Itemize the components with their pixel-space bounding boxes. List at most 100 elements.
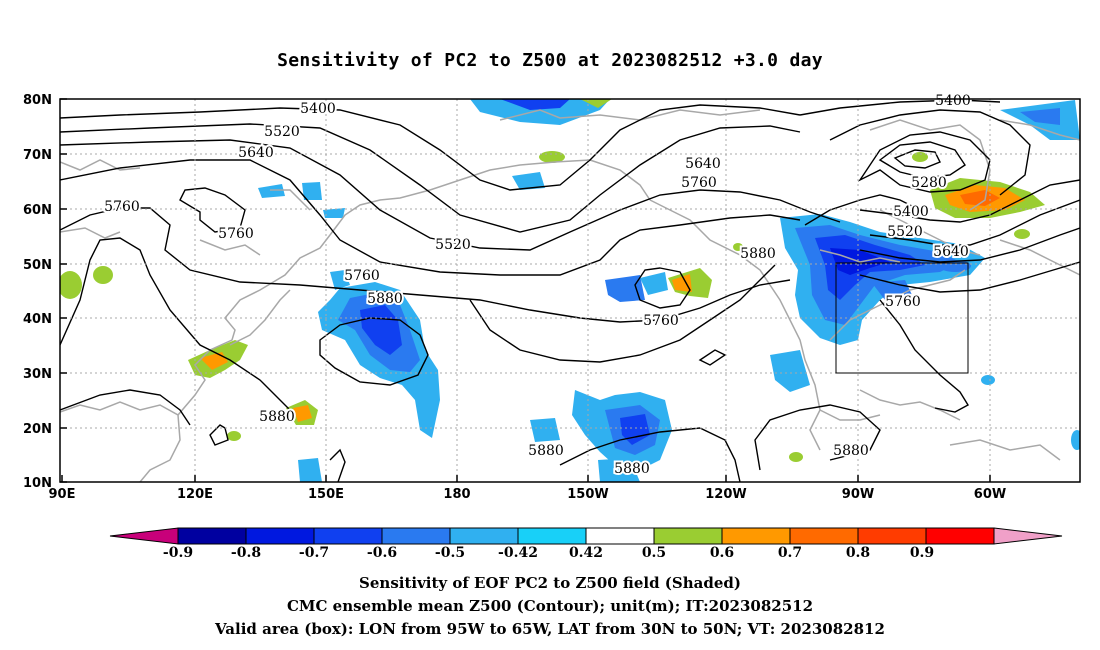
lat-tick-marks	[60, 98, 991, 483]
colorbar-segment	[449, 527, 519, 545]
contour-label: 5640	[238, 145, 274, 161]
lat-tick-label: 60N	[23, 203, 52, 218]
colorbar-segment	[857, 527, 927, 545]
shade-positive	[733, 243, 743, 251]
shade-negative	[512, 172, 545, 190]
shade-positive	[93, 266, 113, 284]
lon-tick-label: 60W	[974, 487, 1006, 502]
colorbar-segment	[177, 527, 247, 545]
lon-tick-label: 120E	[177, 487, 213, 502]
colorbar-label: 0.5	[642, 545, 666, 561]
colorbar-label: -0.6	[367, 545, 397, 561]
contour-label: 5400	[300, 101, 336, 117]
shade-positive	[200, 352, 228, 370]
lat-tick-label: 30N	[23, 367, 52, 382]
shading-layer	[60, 99, 1080, 482]
colorbar	[109, 527, 1063, 545]
colorbar-segment	[381, 527, 451, 545]
lon-tick-label: 150W	[567, 487, 608, 502]
contour-label: 5880	[833, 443, 869, 459]
shade-negative	[530, 418, 560, 442]
shade-positive	[227, 431, 241, 441]
lon-tick-label: 120W	[705, 487, 746, 502]
contour-label: 5400	[935, 93, 971, 109]
caption-shading: Sensitivity of EOF PC2 to Z500 field (Sh…	[359, 574, 741, 592]
map-title: Sensitivity of PC2 to Z500 at 2023082512…	[277, 50, 823, 71]
contour-label: 5640	[685, 156, 721, 172]
colorbar-label: 0.6	[710, 545, 734, 561]
shade-negative	[323, 208, 345, 218]
contour-label: 5760	[104, 199, 140, 215]
shade-positive	[293, 405, 312, 422]
contour-label: 5880	[528, 443, 564, 459]
colorbar-label: 0.42	[569, 545, 603, 561]
lat-tick-label: 40N	[23, 312, 52, 327]
caption-valid-area: Valid area (box): LON from 95W to 65W, L…	[215, 620, 885, 638]
contour-label: 5880	[367, 291, 403, 307]
shade-positive	[789, 452, 803, 462]
graticule	[60, 99, 1080, 482]
shade-negative	[470, 99, 610, 125]
colorbar-arrow-high	[993, 527, 1063, 545]
shade-negative	[981, 375, 995, 385]
contour-label: 5280	[911, 175, 947, 191]
colorbar-segment	[789, 527, 859, 545]
lat-tick-label: 20N	[23, 422, 52, 437]
shade-negative	[330, 270, 350, 290]
colorbar-label: -0.5	[435, 545, 465, 561]
colorbar-label: -0.9	[163, 545, 193, 561]
shade-positive	[60, 271, 82, 299]
caption-contour: CMC ensemble mean Z500 (Contour); unit(m…	[286, 597, 814, 615]
shade-negative	[500, 99, 570, 110]
colorbar-segment	[925, 527, 995, 545]
contour-label: 5760	[885, 294, 921, 310]
colorbar-label: -0.8	[231, 545, 261, 561]
colorbar-arrow-low	[109, 527, 179, 545]
colorbar-label: -0.7	[299, 545, 329, 561]
colorbar-label: -0.42	[498, 545, 538, 561]
colorbar-segment	[653, 527, 723, 545]
shade-negative	[640, 272, 668, 295]
contour-label: 5880	[614, 461, 650, 477]
colorbar-label: 0.9	[910, 545, 934, 561]
contour-label: 5760	[681, 175, 717, 191]
shade-negative	[605, 275, 645, 302]
colorbar-label: 0.8	[846, 545, 870, 561]
lon-tick-label: 180	[443, 487, 470, 502]
contour-label: 5640	[933, 244, 969, 260]
lat-axis-labels: 80N 70N 60N 50N 40N 30N 20N 10N	[23, 93, 52, 491]
lon-tick-label: 90W	[842, 487, 874, 502]
contour-label: 5520	[887, 224, 923, 240]
contour-label: 5760	[344, 268, 380, 284]
lat-tick-label: 50N	[23, 258, 52, 273]
contour-labels: 5400 5520 5640 5760 5760 5760 5880 5520 …	[102, 91, 973, 479]
shade-negative	[302, 182, 322, 200]
contour-label: 5880	[259, 409, 295, 425]
colorbar-segment	[245, 527, 315, 545]
contour-label: 5520	[435, 237, 471, 253]
colorbar-label: 0.7	[778, 545, 802, 561]
lon-tick-label: 90E	[49, 487, 76, 502]
lat-tick-label: 10N	[23, 476, 52, 491]
colorbar-segment	[313, 527, 383, 545]
lat-tick-label: 80N	[23, 93, 52, 108]
colorbar-segment	[585, 527, 655, 545]
contour-label: 5760	[643, 313, 679, 329]
valid-area-box	[835, 262, 969, 374]
shade-positive	[1014, 229, 1030, 239]
colorbar-labels: -0.9 -0.8 -0.7 -0.6 -0.5 -0.42 0.42 0.5 …	[163, 545, 934, 561]
shade-positive	[580, 99, 612, 108]
shade-negative	[598, 458, 640, 482]
map-frame	[59, 98, 1081, 483]
shade-negative	[1071, 430, 1080, 450]
shade-negative	[1020, 108, 1060, 125]
colorbar-segment	[721, 527, 791, 545]
z500-contours	[60, 99, 1080, 482]
contour-label: 5760	[218, 226, 254, 242]
lon-tick-label: 150E	[308, 487, 344, 502]
colorbar-segment	[517, 527, 587, 545]
contour-label: 5880	[740, 246, 776, 262]
coastlines	[60, 109, 1080, 482]
shade-negative	[770, 350, 810, 392]
